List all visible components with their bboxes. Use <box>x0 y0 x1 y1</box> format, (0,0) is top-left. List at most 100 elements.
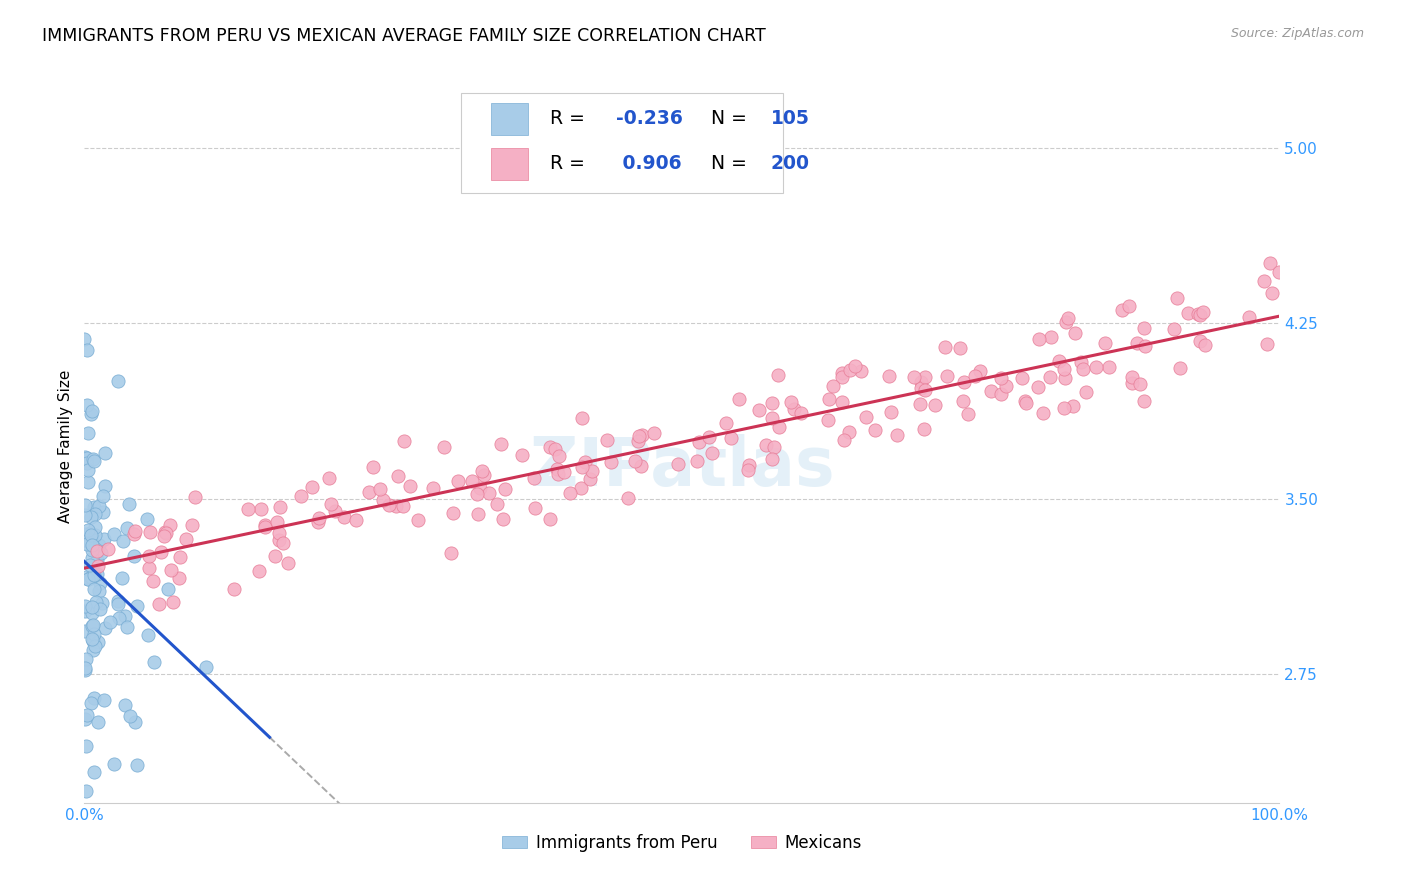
Point <box>643 425 665 440</box>
Point <box>1188 334 1211 348</box>
Point <box>1163 322 1185 336</box>
Text: N =: N = <box>711 154 754 173</box>
Point <box>139 525 162 540</box>
FancyBboxPatch shape <box>461 93 783 193</box>
Point <box>83 568 105 582</box>
Point <box>700 446 723 460</box>
Point <box>114 698 136 713</box>
Point <box>82 607 104 621</box>
Point <box>79 526 101 541</box>
Point <box>181 518 204 533</box>
Point <box>103 527 125 541</box>
Point <box>290 489 312 503</box>
Point <box>1076 385 1098 400</box>
Point <box>631 428 654 442</box>
Point <box>553 465 575 479</box>
Point <box>818 392 841 406</box>
Point <box>77 572 100 586</box>
Point <box>357 484 380 499</box>
Point <box>831 366 853 380</box>
Point <box>440 546 463 560</box>
Point <box>378 498 401 512</box>
Point <box>194 660 217 674</box>
Point <box>124 715 146 730</box>
Point <box>73 604 96 618</box>
Point <box>783 401 806 416</box>
Point <box>1064 326 1087 341</box>
Point <box>76 708 98 723</box>
Point <box>392 499 415 513</box>
Point <box>949 341 972 355</box>
Point <box>838 363 860 377</box>
Point <box>107 594 129 608</box>
Point <box>127 757 149 772</box>
Point <box>94 621 117 635</box>
Point <box>1032 406 1054 420</box>
Point <box>969 364 991 378</box>
Point <box>73 332 96 346</box>
Point <box>333 510 356 524</box>
Point <box>1166 291 1188 305</box>
Point <box>103 757 125 772</box>
Point <box>1132 321 1154 335</box>
Point <box>80 509 103 524</box>
Point <box>1094 335 1116 350</box>
Point <box>1085 359 1108 374</box>
Point <box>264 549 287 564</box>
Point <box>75 570 97 584</box>
Point <box>766 368 789 383</box>
Point <box>914 370 936 384</box>
Point <box>361 460 384 475</box>
Point <box>1014 393 1036 408</box>
Point <box>79 570 101 584</box>
Point <box>1040 330 1063 344</box>
Point <box>748 403 770 417</box>
Point <box>107 374 129 388</box>
Point <box>266 515 288 529</box>
Point <box>755 438 778 452</box>
Text: 200: 200 <box>770 154 810 173</box>
Point <box>1054 315 1077 329</box>
Text: R =: R = <box>550 109 591 128</box>
Point <box>1189 308 1212 322</box>
Point <box>823 379 845 393</box>
Point <box>318 471 340 485</box>
Point <box>624 453 647 467</box>
Point <box>547 467 569 482</box>
Point <box>666 457 689 471</box>
Point <box>277 556 299 570</box>
Point <box>910 375 932 389</box>
Point <box>115 620 138 634</box>
Point <box>153 525 176 540</box>
Point <box>307 516 329 530</box>
Point <box>267 533 290 547</box>
Point <box>153 529 176 543</box>
Point <box>761 396 783 410</box>
Point <box>82 634 104 648</box>
Point <box>953 376 976 390</box>
Point <box>1191 305 1213 319</box>
Point <box>995 379 1018 393</box>
Point <box>111 571 134 585</box>
Point <box>344 513 367 527</box>
Point <box>924 398 946 412</box>
Point <box>93 532 115 546</box>
Point <box>160 563 183 577</box>
Point <box>73 661 96 675</box>
Point <box>1070 354 1092 368</box>
Point <box>80 570 103 584</box>
Point <box>77 572 100 586</box>
Point <box>254 520 277 534</box>
Point <box>93 445 115 459</box>
Point <box>686 454 709 468</box>
Point <box>1054 371 1077 385</box>
Point <box>79 528 101 542</box>
Point <box>73 526 96 541</box>
Text: N =: N = <box>711 109 754 128</box>
Point <box>83 627 105 641</box>
Point <box>768 420 790 434</box>
Point <box>538 512 561 526</box>
Point <box>148 597 170 611</box>
Text: ZIPatlas: ZIPatlas <box>530 434 834 500</box>
Point <box>80 619 103 633</box>
